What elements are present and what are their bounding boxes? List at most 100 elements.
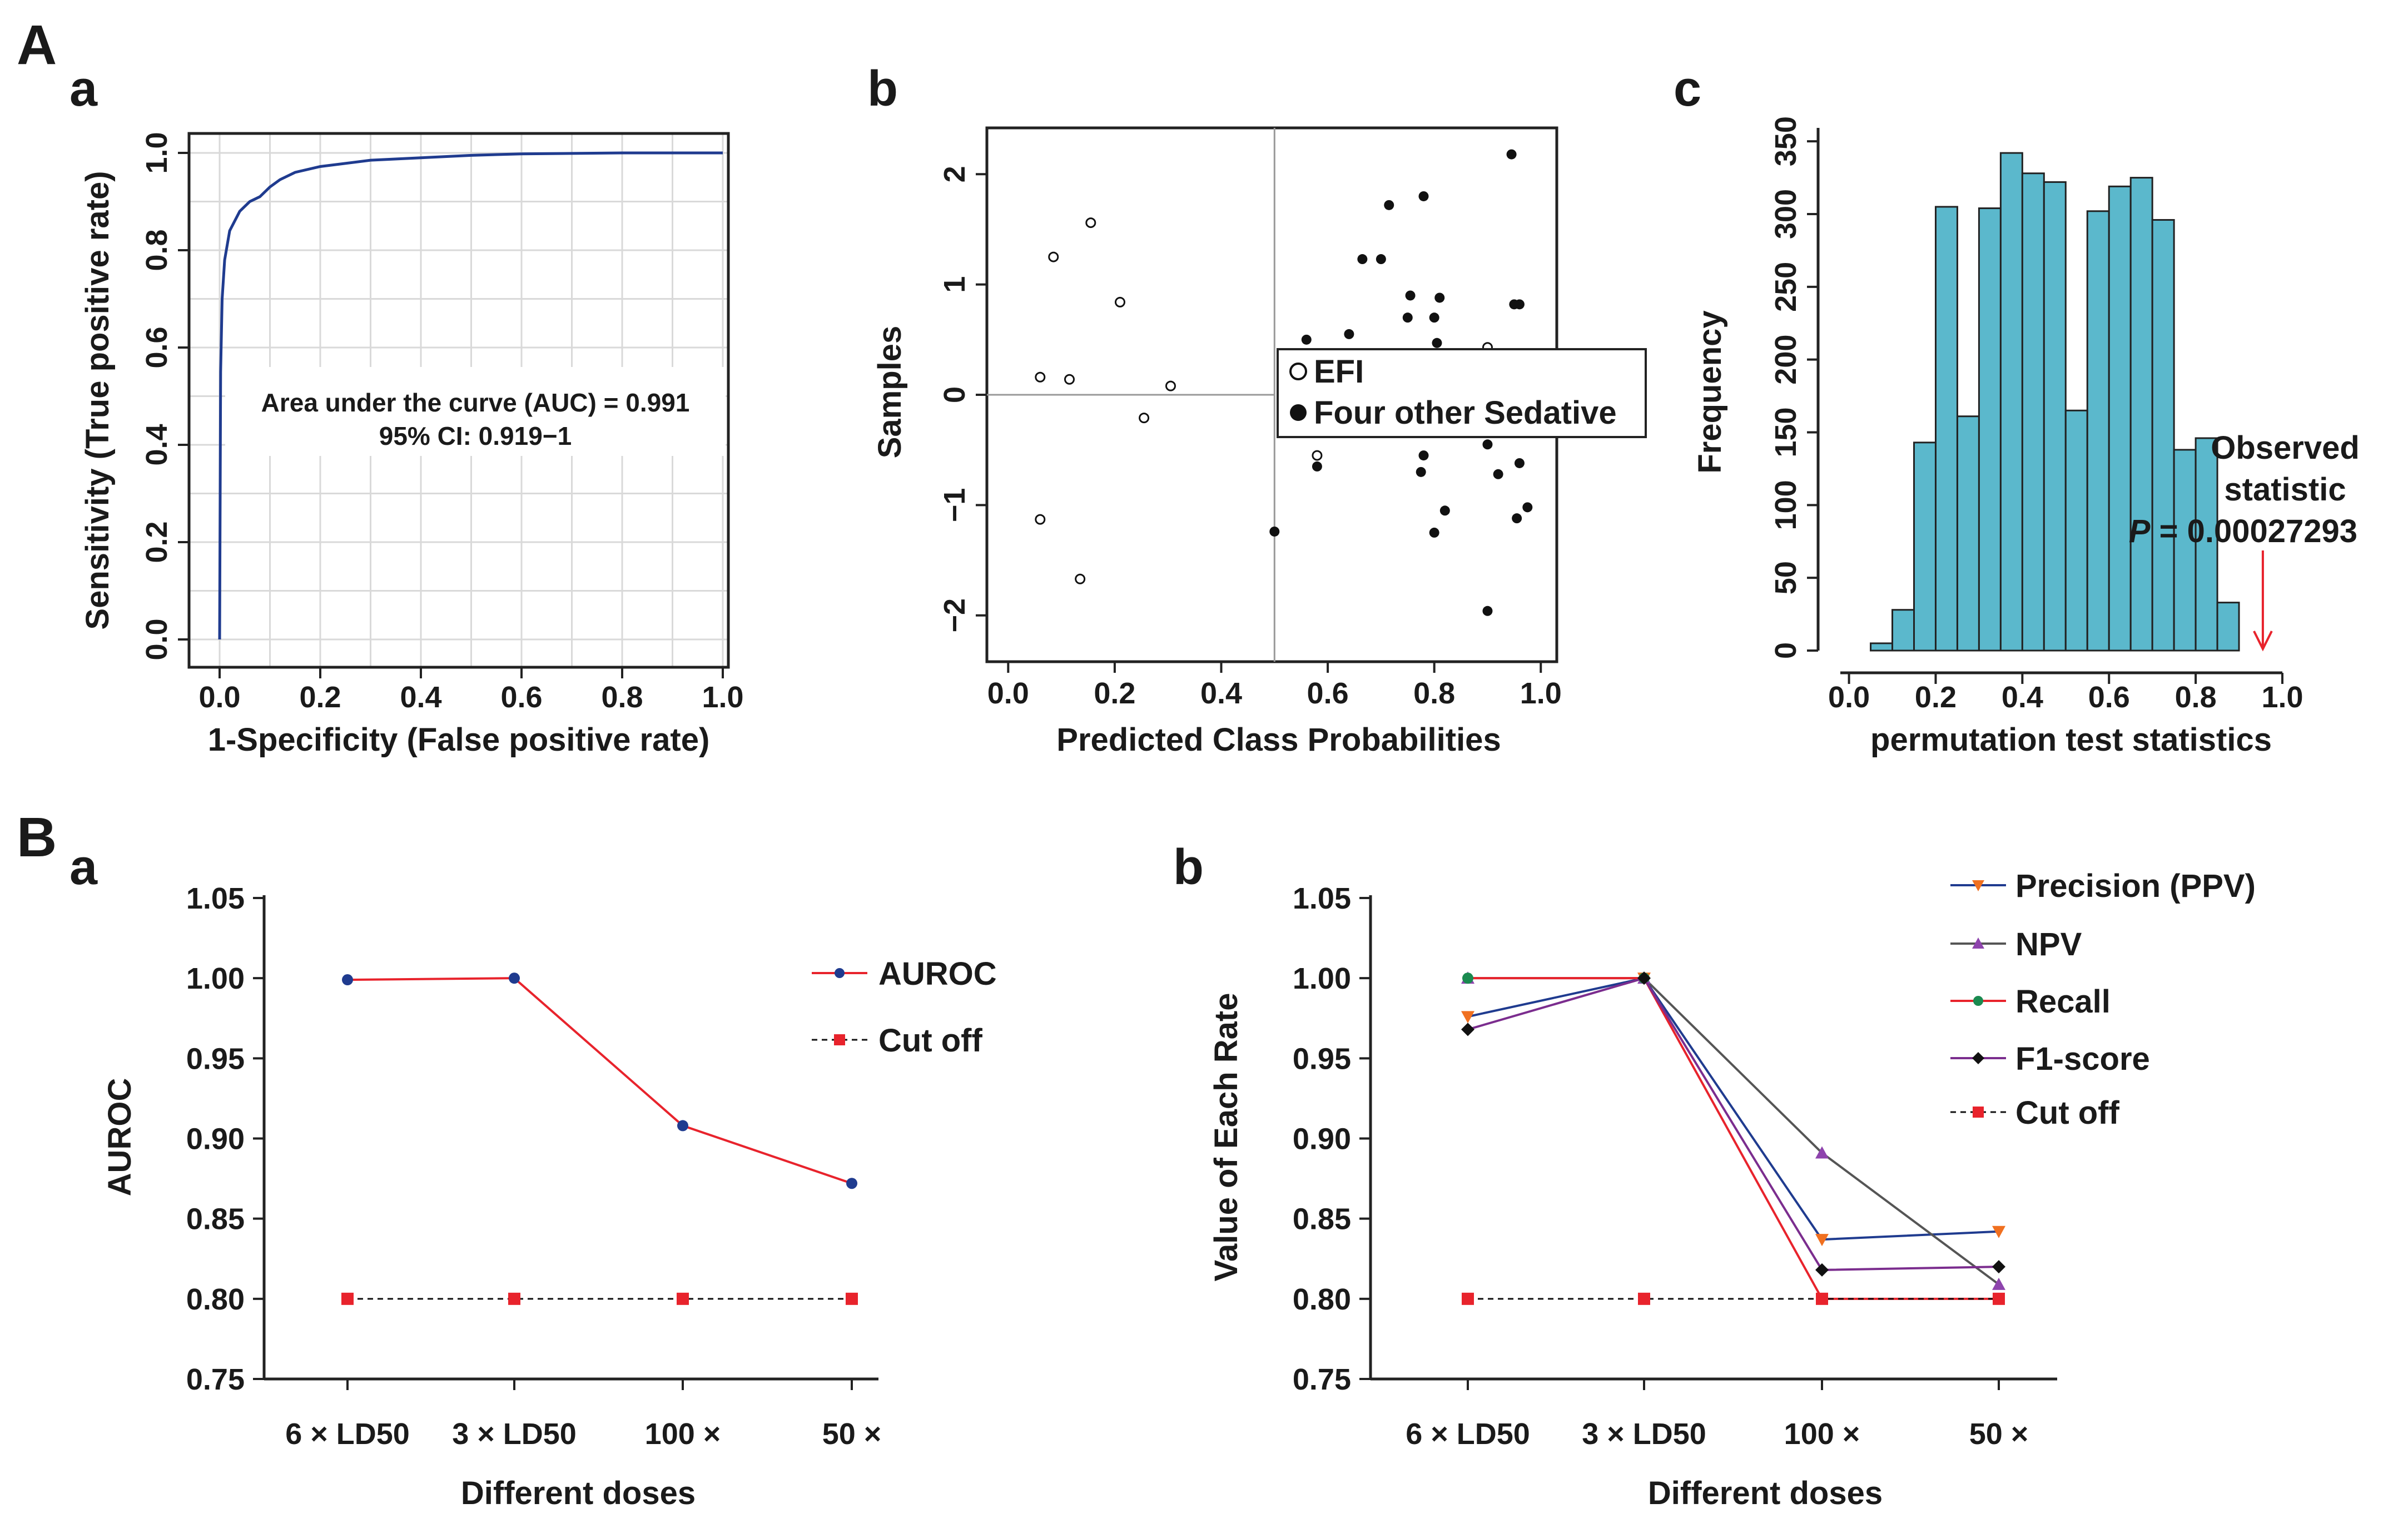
auroc-y-tick-label: 0.90 [186,1123,245,1156]
scatter-y-tick-label: 2 [938,166,971,182]
observed-p-number: = 0.00027293 [2150,513,2357,549]
panel-label-B: B [17,806,57,869]
rates-series-marker [1815,1263,1829,1277]
roc-curve [218,151,723,640]
auroc-x-ticks: 6 × LD50 3 × LD50 100 × 50 × [285,1379,881,1451]
histogram-chart: 0.0 0.2 0.4 0.6 0.8 1.0 0 50 100 150 200 250 300 350… [1692,116,2360,758]
scatter-x-label: Predicted Class Probabilities [1056,722,1501,758]
rates-legend: Precision (PPV) NPV Recall F1-score Cut off [1950,868,2256,1131]
scatter-point-sedative [1418,191,1429,201]
histogram-y-label: Frequency [1692,310,1728,473]
scatter-point-sedative [1514,458,1525,468]
rates-y-tick-label: 1.00 [1293,962,1351,995]
histogram-x-tick-label: 1.0 [2261,681,2303,714]
scatter-point-sedative [1482,606,1493,616]
rates-x-tick-label: 100 × [1784,1417,1860,1451]
histogram-x-ticks: 0.0 0.2 0.4 0.6 0.8 1.0 [1828,673,2303,714]
histogram-x-label: permutation test statistics [1870,722,2272,758]
sub-label-Ab: b [867,61,898,117]
rates-legend-marker [1972,880,1984,891]
rates-legend-marker [1973,1107,1984,1118]
rates-series-line [1467,976,1999,1241]
rates-series-marker [1992,1277,2005,1290]
auroc-y-label: AUROC [102,1078,138,1197]
auroc-series-marker [508,1292,520,1305]
auroc-y-tick-label: 1.00 [186,962,245,995]
auroc-chart: 0.75 0.80 0.85 0.90 0.95 1.00 1.05 6 × LD50 3 ×… [102,882,997,1511]
histogram-bar [2216,602,2240,652]
rates-y-tick-label: 0.90 [1293,1123,1351,1156]
scatter-point-sedative [1269,526,1280,537]
rates-y-tick-label: 0.85 [1293,1203,1351,1236]
scatter-point-sedative [1301,334,1312,345]
histogram-y-ticks: 0 50 100 150 200 250 300 350 [1769,116,1818,659]
rates-y-tick-label: 1.05 [1293,882,1351,915]
roc-y-ticks: 0.0 0.2 0.4 0.6 0.8 1.0 [140,132,189,661]
scatter-y-label: Samples [872,326,908,459]
rates-series-marker [1461,1011,1474,1024]
scatter-point-sedative [1402,312,1413,323]
auroc-legend-marker [835,968,845,978]
roc-chart: 0.0 0.2 0.4 0.6 0.8 1.0 0.0 0.2 0.4 0.6 0.8 1.0 Ar… [80,132,744,758]
scatter-point-sedative [1405,290,1416,301]
auroc-series-marker [509,973,520,984]
roc-y-tick-label: 0.2 [140,521,173,563]
rates-x-tick-label: 6 × LD50 [1406,1417,1530,1451]
scatter-point-sedative [1429,527,1439,538]
rates-series-line [1468,977,1999,1300]
roc-x-tick-label: 0.2 [299,681,341,714]
auroc-series [341,973,858,1305]
auroc-series-marker [677,1120,688,1132]
scatter-x-tick-label: 0.2 [1094,677,1135,710]
rates-series-line [1468,977,2000,1286]
histogram-bar [2086,210,2110,652]
auroc-series-marker [677,1292,689,1305]
auroc-x-tick-label: 6 × LD50 [285,1417,410,1451]
cutoff-legend-marker [834,1034,845,1045]
rates-series-marker [1815,1146,1829,1159]
rates-series-marker [1638,1292,1650,1305]
scatter-legend-box [1277,348,1647,438]
scatter-y-tick-label: −2 [938,598,971,633]
scatter-point-sedative [1439,505,1450,516]
rates-y-label: Value of Each Rate [1208,993,1244,1282]
rates-series-marker [1461,1023,1474,1036]
scatter-legend-sedative-marker [1290,404,1307,421]
roc-x-ticks: 0.0 0.2 0.4 0.6 0.8 1.0 [198,667,744,714]
auroc-y-tick-label: 1.05 [186,882,245,915]
scatter-point-sedative [1482,439,1493,450]
scatter-point-efi [1064,374,1075,385]
rates-series-marker [1462,973,1473,984]
histogram-bar [2173,449,2197,652]
histogram-x-tick-label: 0.2 [1915,681,1957,714]
rates-legend-label: F1-score [2015,1041,2150,1077]
histogram-bar [1891,609,1915,652]
scatter-point-sedative [1429,312,1439,323]
histogram-x-tick-label: 0.0 [1828,681,1870,714]
histogram-x-tick-label: 0.4 [2002,681,2043,714]
scatter-point-sedative [1506,149,1517,160]
auroc-series-marker [846,1292,858,1305]
scatter-x-tick-label: 0.6 [1307,677,1349,710]
scatter-x-tick-label: 0.8 [1413,677,1455,710]
auroc-x-tick-label: 50 × [822,1417,882,1451]
rates-x-tick-label: 50 × [1969,1417,2029,1451]
scatter-point-efi [1035,371,1046,383]
histogram-y-tick-label: 300 [1769,189,1803,239]
histogram-y-tick-label: 250 [1769,262,1803,312]
observed-label-2: statistic [2224,472,2346,508]
scatter-point-efi [1085,217,1096,229]
rates-legend-marker [1972,1052,1984,1064]
scatter-chart: 0.0 0.2 0.4 0.6 0.8 1.0 −2 −1 0 1 2 EFI Four othe… [872,126,1647,758]
sub-label-Aa: a [69,61,98,117]
scatter-point-sedative [1434,292,1445,303]
histogram-bar [1870,642,1894,652]
auroc-series-line [347,977,852,1185]
rates-x-label: Different doses [1648,1475,1883,1511]
histogram-bar [1999,152,2023,652]
histogram-y-tick-label: 50 [1769,561,1803,594]
auroc-x-label: Different doses [461,1475,696,1511]
scatter-x-tick-label: 0.0 [987,677,1029,710]
scatter-point-efi [1312,450,1323,461]
scatter-point-sedative [1512,513,1522,524]
